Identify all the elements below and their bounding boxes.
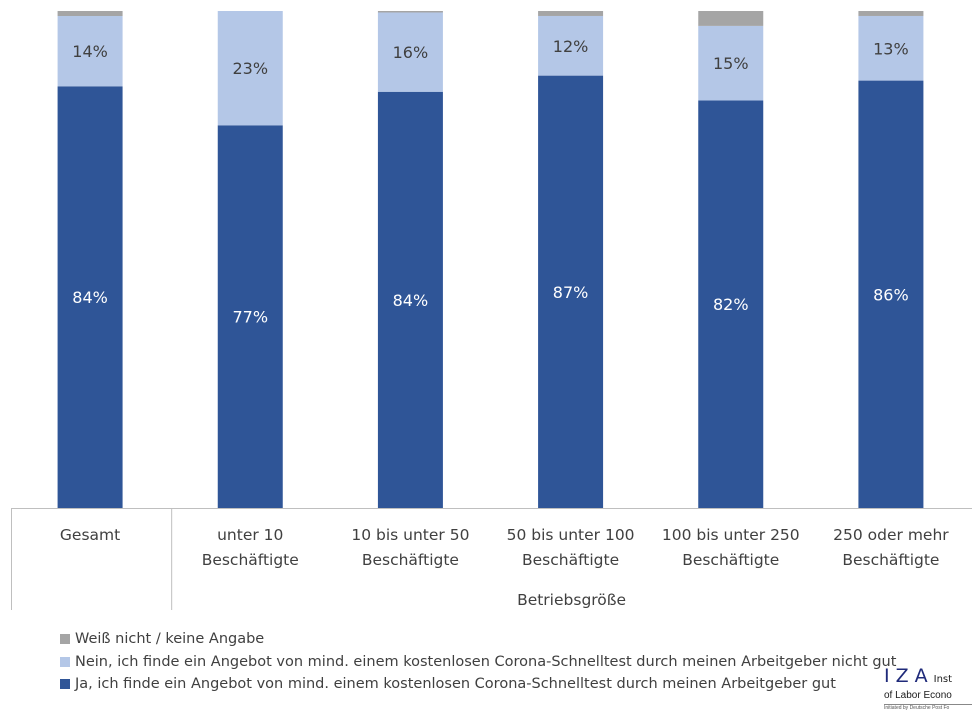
legend-label-dontknow: Weiß nicht / keine Angabe bbox=[75, 631, 265, 648]
logo-mark: IZAInst bbox=[884, 666, 953, 687]
category-label-4-line0: 100 bis unter 250 bbox=[662, 526, 800, 544]
legend-swatch-dontknow bbox=[60, 634, 70, 645]
bar-segment-s1-c2 bbox=[377, 12, 443, 92]
bar-segment-s1-c3 bbox=[538, 15, 604, 76]
iza-logo: IZAInst of Labor Econo Initiated by Deut… bbox=[884, 666, 972, 713]
legend-swatch-nein bbox=[60, 656, 70, 667]
bar-data-label-s0-c3: 87% bbox=[553, 283, 589, 302]
legend-label-ja: Ja, ich finde ein Angebot von mind. eine… bbox=[75, 676, 836, 693]
legend-swatch-ja bbox=[60, 679, 70, 690]
bar-segment-s1-c0 bbox=[57, 16, 123, 87]
legend-item-dontknow: Weiß nicht / keine Angabe bbox=[60, 628, 896, 651]
bar-segment-s1-c4 bbox=[698, 25, 764, 101]
category-label-3-line1: Beschäftigte bbox=[522, 551, 619, 569]
axis-group-label: Betriebsgröße bbox=[517, 591, 626, 609]
category-label-1-line0: unter 10 bbox=[217, 526, 283, 544]
category-label-3-line0: 50 bis unter 100 bbox=[507, 526, 635, 544]
bar-segment-s2-c4 bbox=[698, 11, 764, 26]
category-label-0-line0: Gesamt bbox=[60, 526, 120, 544]
bar-segment-s2-c0 bbox=[57, 11, 123, 17]
bar-data-label-s0-c0: 84% bbox=[72, 288, 108, 307]
bar-labels-layer: 84% 14% 77% 23% 84% 16% 87% 12% 82% 15% 86% 13% bbox=[72, 37, 908, 327]
bar-segment-s0-c0 bbox=[57, 86, 123, 508]
category-label-1-line1: Beschäftigte bbox=[202, 551, 299, 569]
bar-data-label-s0-c2: 84% bbox=[393, 291, 429, 310]
bar-segment-s0-c5 bbox=[858, 80, 924, 508]
bar-data-label-s0-c1: 77% bbox=[232, 308, 268, 327]
legend: Weiß nicht / keine Angabe Nein, ich find… bbox=[60, 628, 896, 696]
category-label-5-line1: Beschäftigte bbox=[842, 551, 939, 569]
bar-data-label-s1-c3: 12% bbox=[553, 37, 589, 56]
bar-segment-s1-c5 bbox=[858, 15, 924, 81]
logo-subtitle: of Labor Econo bbox=[884, 690, 952, 701]
legend-item-nein: Nein, ich finde ein Angebot von mind. ei… bbox=[60, 651, 896, 674]
bar-segment-s1-c1 bbox=[217, 11, 283, 126]
bar-data-label-s1-c1: 23% bbox=[232, 59, 268, 78]
bar-segment-s2-c2 bbox=[377, 11, 443, 13]
category-label-5-line0: 250 oder mehr bbox=[833, 526, 949, 544]
category-label-2-line0: 10 bis unter 50 bbox=[351, 526, 469, 544]
legend-label-nein: Nein, ich finde ein Angebot von mind. ei… bbox=[75, 653, 897, 670]
legend-item-ja: Ja, ich finde ein Angebot von mind. eine… bbox=[60, 673, 896, 696]
bar-data-label-s1-c0: 14% bbox=[72, 42, 108, 61]
bar-segment-s2-c3 bbox=[538, 11, 604, 16]
bar-segment-s0-c1 bbox=[217, 125, 283, 508]
bar-segment-s0-c3 bbox=[538, 75, 604, 509]
bar-segment-s0-c2 bbox=[377, 91, 443, 509]
bar-data-label-s1-c4: 15% bbox=[713, 54, 749, 73]
category-label-2-line1: Beschäftigte bbox=[362, 551, 459, 569]
bar-segment-s2-c5 bbox=[858, 11, 924, 16]
category-label-4-line1: Beschäftigte bbox=[682, 551, 779, 569]
logo-tagline: Initiated by Deutsche Post Fo bbox=[884, 704, 972, 712]
bar-data-label-s0-c5: 86% bbox=[873, 285, 909, 304]
category-axis: Gesamt unter 10 Beschäftigte 10 bis unter 5… bbox=[11, 508, 972, 610]
bar-segment-s0-c4 bbox=[698, 100, 764, 509]
bars-layer bbox=[57, 11, 924, 509]
bar-data-label-s1-c2: 16% bbox=[393, 43, 429, 62]
bar-data-label-s1-c5: 13% bbox=[873, 39, 909, 58]
bar-data-label-s0-c4: 82% bbox=[713, 295, 749, 314]
